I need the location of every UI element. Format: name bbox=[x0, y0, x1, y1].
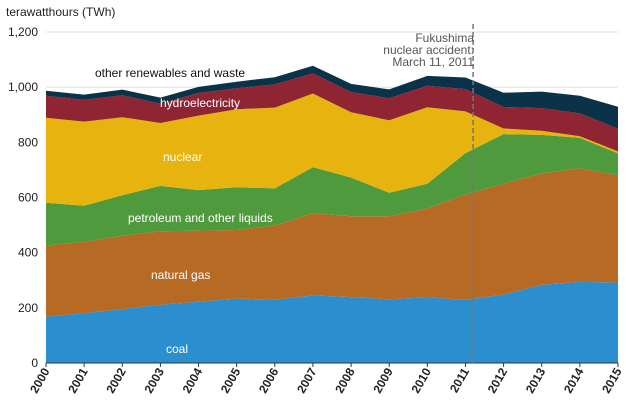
area-hydroelectricity bbox=[46, 73, 618, 152]
x-tick-label: 2008 bbox=[332, 365, 358, 395]
x-tick-label: 2014 bbox=[561, 365, 587, 395]
x-tick-label: 2011 bbox=[447, 365, 472, 395]
annotation-line-1: Fukushima bbox=[415, 31, 474, 45]
x-tick-label: 2001 bbox=[65, 365, 91, 395]
y-tick-label: 1,000 bbox=[8, 80, 38, 94]
label-other-renewables: other renewables and waste bbox=[95, 66, 245, 80]
x-tick-label: 2007 bbox=[294, 365, 320, 395]
y-tick-label: 600 bbox=[18, 191, 38, 205]
label-hydroelectricity: hydroelectricity bbox=[160, 96, 240, 110]
y-tick-label: 200 bbox=[18, 301, 38, 315]
y-tick-label: 800 bbox=[18, 135, 38, 149]
y-tick-label: 400 bbox=[18, 246, 38, 260]
area-other-renewables-and-waste bbox=[46, 65, 618, 129]
label-nuclear: nuclear bbox=[163, 150, 202, 164]
area-nuclear bbox=[46, 93, 618, 206]
x-tick-label: 2002 bbox=[103, 365, 129, 395]
annotation-line-2: nuclear accident: bbox=[383, 43, 474, 57]
area-petroleum-and-other-liquids bbox=[46, 134, 618, 246]
x-tick-label: 2006 bbox=[256, 365, 282, 395]
area-coal bbox=[46, 281, 618, 363]
label-coal: coal bbox=[166, 342, 188, 356]
y-axis-ticks: 0 200 400 600 800 1,000 1,200 bbox=[8, 25, 38, 370]
x-tick-label: 2005 bbox=[218, 365, 244, 395]
y-tick-label: 0 bbox=[31, 356, 38, 370]
x-tick-label: 2012 bbox=[485, 365, 511, 395]
x-tick-label: 2004 bbox=[180, 365, 206, 395]
y-axis-title: terawatthours (TWh) bbox=[6, 5, 115, 19]
area-natural-gas bbox=[46, 168, 618, 317]
x-tick-label: 2003 bbox=[142, 365, 168, 395]
x-tick-label: 2015 bbox=[599, 365, 625, 395]
x-tick-label: 2009 bbox=[370, 365, 396, 395]
x-axis-ticks: 2000 2001 2002 2003 2004 2005 2006 2007 2008 2009… bbox=[27, 363, 625, 396]
area-series bbox=[46, 65, 618, 363]
x-tick-label: 2013 bbox=[523, 365, 549, 395]
label-petroleum: petroleum and other liquids bbox=[128, 211, 273, 225]
annotation-line-3: March 11, 2011 bbox=[392, 55, 474, 69]
label-natural-gas: natural gas bbox=[151, 268, 210, 282]
y-tick-label: 1,200 bbox=[8, 25, 38, 39]
x-tick-label: 2010 bbox=[408, 365, 434, 395]
